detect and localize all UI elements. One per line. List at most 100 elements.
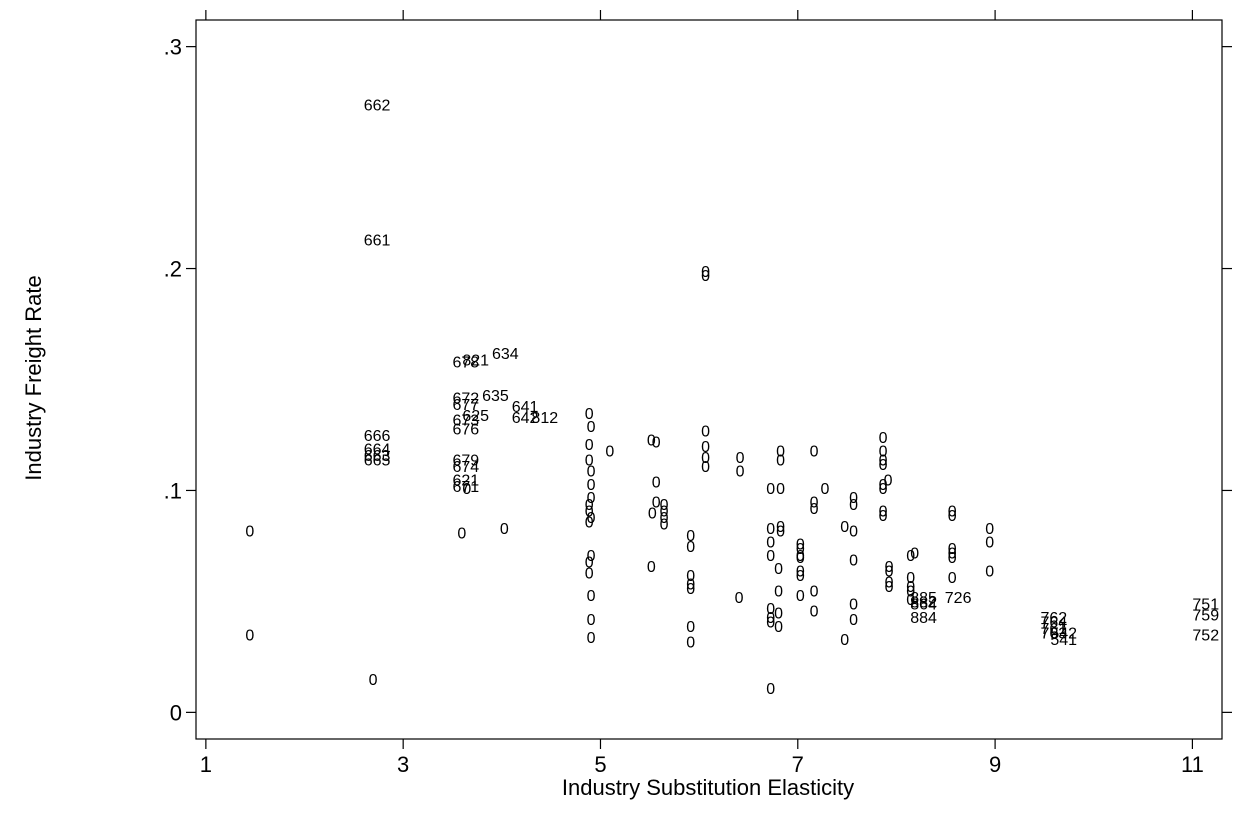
data-point: 812 [531, 410, 558, 427]
data-point: 671 [453, 479, 480, 496]
data-point: 541 [1050, 632, 1077, 649]
data-point: 0 [701, 268, 710, 285]
data-point: 0 [810, 444, 819, 461]
data-point: 0 [587, 612, 596, 629]
data-point: 625 [462, 408, 489, 425]
data-point: 0 [776, 523, 785, 540]
y-axis: 0 .1 .2 .3 [164, 35, 1232, 725]
data-point: 0 [701, 450, 710, 467]
data-point: 0 [796, 588, 805, 605]
data-point: 0 [686, 634, 695, 651]
data-point: 0 [906, 583, 915, 600]
data-point: 0 [948, 541, 957, 558]
data-point: 0 [766, 681, 775, 698]
data-point: 0 [810, 495, 819, 512]
data-point: 726 [945, 590, 972, 607]
data-point: 0 [849, 523, 858, 540]
data-point: 0 [774, 606, 783, 623]
data-point: 0 [660, 517, 669, 534]
data-point: 0 [701, 459, 710, 476]
plot-frame [195, 19, 1223, 740]
data-point: 0 [587, 490, 596, 507]
data-point: 0 [849, 597, 858, 614]
data-point: 0 [810, 583, 819, 600]
data-point: 0 [766, 548, 775, 565]
data-point: 884 [910, 610, 937, 627]
data-point: 0 [766, 601, 775, 618]
data-point: 0 [701, 439, 710, 456]
data-point: 642 [512, 410, 539, 427]
data-point: 0 [587, 548, 596, 565]
data-point: 542 [1050, 625, 1077, 642]
data-point: 0 [585, 437, 594, 454]
data-point: 0 [585, 406, 594, 423]
data-point: 0 [796, 568, 805, 585]
data-point: 0 [585, 554, 594, 571]
data-point: 0 [840, 519, 849, 536]
data-point: 0 [587, 463, 596, 480]
data-point: 0 [457, 526, 466, 543]
data-point: 0 [884, 472, 893, 489]
data-point: 678 [453, 355, 480, 372]
data-point: 0 [776, 452, 785, 469]
data-point: 752 [1192, 628, 1219, 645]
data-point: 0 [879, 452, 888, 469]
data-point: 0 [879, 457, 888, 474]
data-point: 0 [776, 519, 785, 536]
data-point: 0 [796, 548, 805, 565]
data-point: 0 [585, 452, 594, 469]
data-point: 0 [660, 503, 669, 520]
data-point: 0 [587, 510, 596, 527]
data-point: 0 [776, 481, 785, 498]
data-point: 0 [686, 568, 695, 585]
data-point: 0 [906, 570, 915, 587]
x-tick-label: 9 [989, 752, 1001, 777]
data-point: 0 [585, 566, 594, 583]
data-point: 664 [364, 441, 391, 458]
data-point: 663 [364, 448, 391, 465]
data-point: 676 [453, 421, 480, 438]
data-point: 662 [364, 97, 391, 114]
data-point: 0 [879, 444, 888, 461]
data-point: 634 [492, 346, 519, 363]
data-point: 0 [910, 546, 919, 563]
x-tick-label: 1 [200, 752, 212, 777]
y-tick-label: 0 [170, 700, 182, 725]
data-point: 0 [885, 559, 894, 576]
data-point: 821 [462, 353, 489, 370]
data-point: 885 [910, 590, 937, 607]
data-point: 673 [453, 412, 480, 429]
data-point: 0 [686, 619, 695, 636]
data-point: 751 [1192, 597, 1219, 614]
data-point: 0 [660, 510, 669, 527]
data-point: 0 [766, 534, 775, 551]
data-point: 0 [796, 541, 805, 558]
data-point: 0 [587, 630, 596, 647]
data-point: 672 [453, 390, 480, 407]
data-point: 0 [648, 506, 657, 523]
data-point: 0 [369, 672, 378, 689]
data-point: 0 [879, 503, 888, 520]
data-point: 763 [1040, 625, 1067, 642]
data-point: 0 [585, 503, 594, 520]
data-point: 0 [906, 548, 915, 565]
x-tick-label: 11 [1181, 752, 1204, 777]
data-point: 0 [462, 481, 471, 498]
data-point: 0 [985, 521, 994, 538]
data-point: 0 [849, 612, 858, 629]
data-point: 0 [652, 495, 661, 512]
data-point: 0 [796, 550, 805, 567]
data-point: 0 [774, 583, 783, 600]
data-point: 0 [879, 508, 888, 525]
data-point: 0 [585, 497, 594, 514]
data-point: 0 [906, 579, 915, 596]
data-point: 0 [796, 537, 805, 554]
data-point: 0 [587, 477, 596, 494]
data-point: 674 [453, 459, 480, 476]
data-point: 0 [776, 444, 785, 461]
y-tick-label: .2 [164, 257, 182, 282]
data-point: 0 [245, 523, 254, 540]
data-point: 0 [820, 481, 829, 498]
y-axis-title: Industry Freight Rate [21, 275, 46, 480]
